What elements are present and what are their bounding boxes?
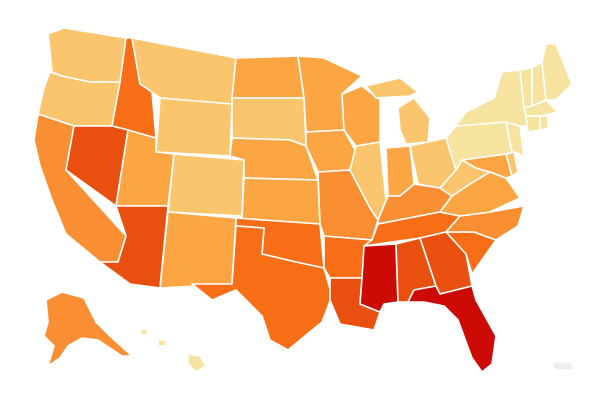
state-wy[interactable] [155, 97, 233, 157]
state-ct[interactable] [525, 115, 541, 133]
state-ri[interactable] [539, 115, 549, 131]
state-nd[interactable] [231, 55, 305, 99]
territory-pr[interactable] [551, 361, 575, 371]
state-nm[interactable] [159, 211, 237, 289]
state-ak[interactable] [43, 291, 133, 367]
state-fl[interactable] [407, 285, 497, 373]
state-tx[interactable] [191, 225, 333, 351]
state-hi[interactable] [139, 327, 207, 373]
state-ms[interactable] [359, 243, 399, 313]
state-wa[interactable] [47, 27, 127, 83]
state-co[interactable] [167, 153, 245, 217]
state-ks[interactable] [241, 177, 321, 225]
